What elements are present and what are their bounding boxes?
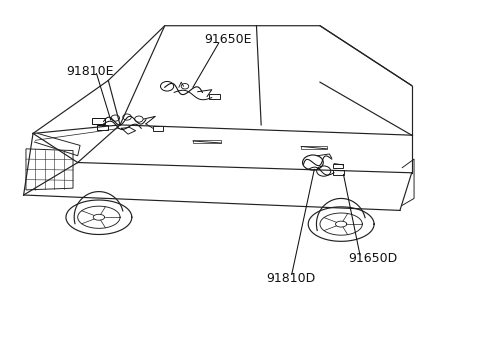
Text: 91810D: 91810D xyxy=(266,272,315,285)
Text: 91650D: 91650D xyxy=(348,252,397,265)
Text: 91810E: 91810E xyxy=(66,65,113,79)
Text: 91650E: 91650E xyxy=(204,33,252,46)
Bar xyxy=(333,164,343,168)
Bar xyxy=(92,118,105,124)
Bar xyxy=(209,94,220,98)
Bar xyxy=(153,126,163,131)
Bar xyxy=(96,125,108,130)
Bar xyxy=(333,170,345,175)
